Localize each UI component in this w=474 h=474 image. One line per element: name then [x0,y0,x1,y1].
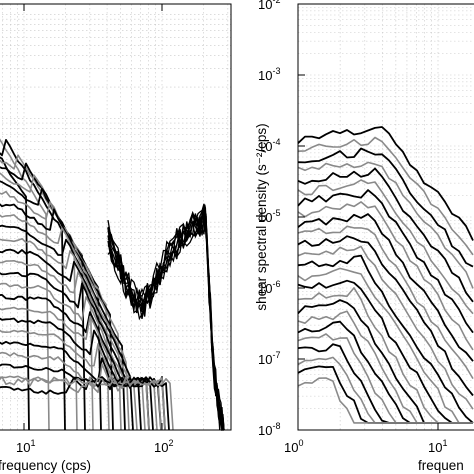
right-y-tick-label: 10-7 [258,350,280,367]
left-spectrum-line [0,271,142,431]
right-spectrum-line [297,161,474,289]
right-spectrum-line [297,245,474,410]
right-spectrum-line [297,279,473,424]
right-y-tick-label: 10-5 [258,208,280,225]
right-spectrum-line [297,225,474,380]
right-x-tick-label-10: 101 [428,438,447,455]
right-spectrum-line [297,201,474,351]
right-spectrum-line [297,147,474,268]
left-spectrum-line [0,351,162,431]
right-y-tick-label: 10-4 [258,137,280,154]
right-spectrum-line [297,136,474,256]
left-spectrum-line [0,259,138,431]
left-spectrum-line [0,248,134,431]
right-spectrum-line [297,189,474,334]
right-y-tick-label: 10-3 [258,66,280,83]
right-y-tick-label: 10-8 [258,421,280,438]
right-spectrum-line [297,377,473,424]
right-spectrum-line [297,235,474,397]
right-chart-panel: 10-8 10-7 10-6 10-5 10-4 10-3 10-2 100 101 fre… [254,0,474,473]
left-spectrum-line [0,282,146,431]
right-ticks [297,3,439,431]
right-spectrum-line [297,213,474,362]
left-chart-panel: 101 102 frequency (cps) [0,3,232,473]
right-x-tick-label-1: 100 [284,438,303,455]
right-spectrum-line [297,254,474,424]
left-spectrum-line [0,376,174,431]
left-plot-frame [0,3,232,431]
right-spectrum-line [297,267,473,424]
right-spectrum-line [297,179,474,315]
left-ticks [23,4,163,430]
left-spectrum-line [0,224,126,431]
left-spectrum-line [0,156,30,431]
left-series-group [0,138,225,431]
left-spectrum-line [0,138,50,431]
right-y-axis-label: shear spectral density (s⁻²/cps) [254,123,269,310]
left-x-axis-label: frequency (cps) [0,458,91,473]
left-spectrum-line [0,237,130,431]
right-y-tick-label: 10-6 [258,279,280,296]
left-noise-line [107,216,225,431]
right-spectrum-line [297,167,474,303]
right-x-axis-label: frequen [418,458,464,473]
right-y-tick-label: 10-2 [258,0,280,12]
left-spectrum-line [0,214,122,431]
left-x-tick-label-100: 102 [154,438,173,455]
left-x-tick-label-10: 101 [16,438,35,455]
right-spectrum-line [297,126,474,241]
right-y-tick-labels: 10-8 10-7 10-6 10-5 10-4 10-3 10-2 [258,0,280,438]
right-series-group [297,126,474,424]
